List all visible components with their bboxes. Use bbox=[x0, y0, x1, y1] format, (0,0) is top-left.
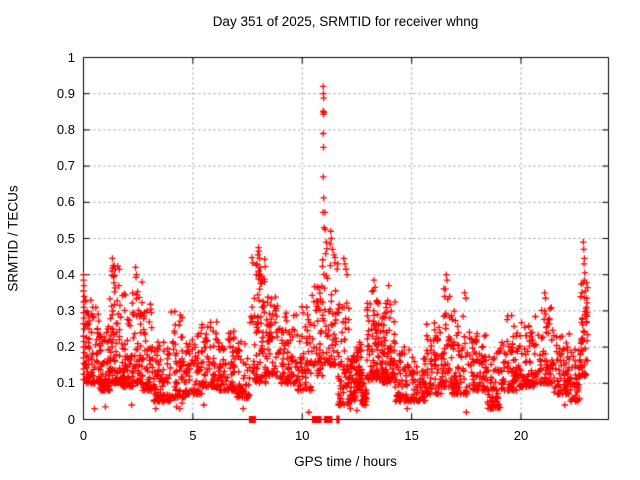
y-tick-label: 0.5 bbox=[56, 230, 75, 246]
chart-title: Day 351 of 2025, SRMTID for receiver whn… bbox=[212, 14, 479, 29]
y-tick-label: 0.7 bbox=[56, 158, 75, 174]
y-tick-label: 0 bbox=[67, 411, 75, 427]
y-tick-label: 0.2 bbox=[56, 339, 75, 355]
y-tick-label: 1 bbox=[67, 49, 75, 65]
y-tick-label: 0.8 bbox=[56, 121, 75, 137]
x-tick-label: 5 bbox=[189, 428, 197, 443]
y-axis-label: SRMTID / TECUs bbox=[5, 185, 21, 292]
x-tick-label: 15 bbox=[404, 428, 419, 443]
x-tick-label: 0 bbox=[79, 428, 88, 443]
x-tick-label: 10 bbox=[295, 428, 310, 443]
y-tick-label: 0.1 bbox=[56, 375, 75, 391]
y-tick-label: 0.9 bbox=[56, 85, 75, 101]
y-tick-label: 0.3 bbox=[56, 302, 75, 318]
x-tick-label: 20 bbox=[513, 428, 529, 443]
x-axis-label: GPS time / hours bbox=[294, 454, 397, 469]
y-tick-label: 0.4 bbox=[56, 266, 75, 282]
y-tick-label: 0.6 bbox=[56, 194, 75, 210]
